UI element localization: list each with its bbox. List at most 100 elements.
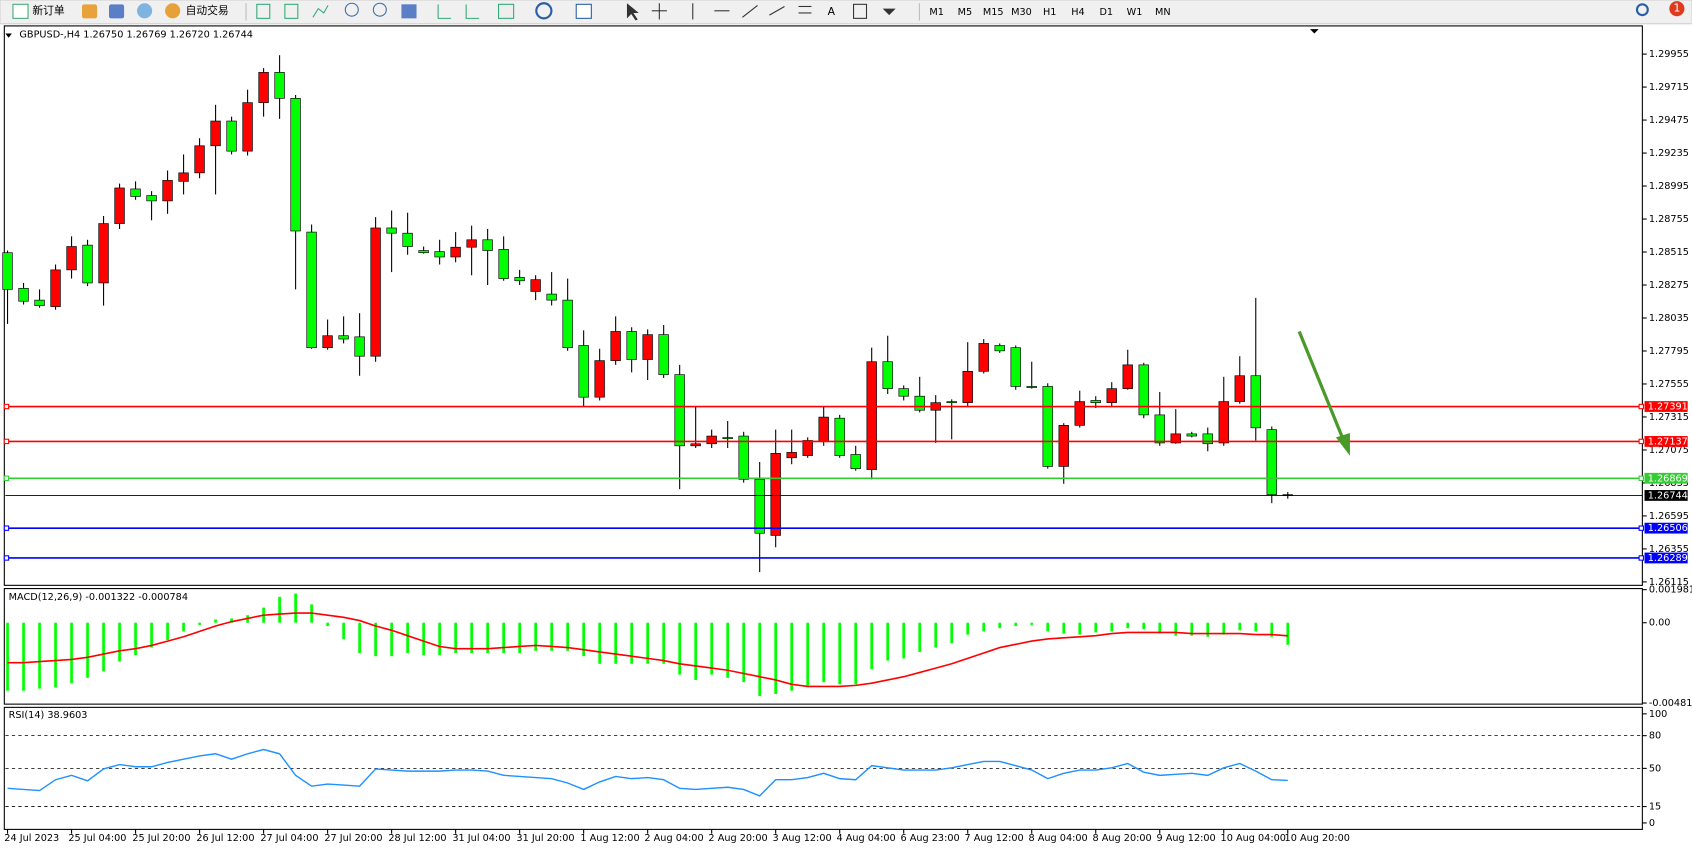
plot-area: GBPUSD-,H4 1.26750 1.26769 1.26720 1.267… [2,30,1692,844]
y-tick-label: -0.00481 [1649,698,1692,709]
candle-body [1122,364,1133,389]
candle-body [1074,401,1085,426]
auto-trade-icon[interactable] [165,3,181,19]
y-tick-label: 80 [1649,731,1661,742]
timeframe-button[interactable]: M30 [1011,7,1032,18]
candle-body [50,269,61,307]
level-label-bg [1644,472,1688,484]
level-handle [3,525,10,531]
templates-icon[interactable] [575,3,592,19]
timeframe-button[interactable]: H4 [1071,7,1084,18]
tile-icon[interactable] [401,4,417,19]
line-chart-icon[interactable] [312,5,329,18]
level-handle [3,438,10,445]
level-handle [3,403,10,410]
level-handle [3,555,10,561]
candle-body [146,195,157,202]
x-tick-label: 2 Aug 20:00 [708,833,767,844]
zoom-in-icon[interactable] [344,2,359,17]
scroll-icon[interactable] [437,4,452,19]
candle-body [162,180,173,202]
x-tick-label: 25 Jul 04:00 [68,833,126,844]
channel-icon[interactable] [769,6,785,16]
y-tick-label: 1.28515 [1649,247,1689,258]
zoom-out-icon[interactable] [372,2,387,17]
cursor-icon[interactable] [626,3,639,21]
x-tick-label: 1 Aug 12:00 [580,833,639,844]
x-tick-label: 2 Aug 04:00 [644,833,703,844]
timeframe-button[interactable]: W1 [1127,7,1143,18]
panel-title: RSI(14) 38.9603 [9,710,88,721]
tool-icon[interactable] [108,4,125,19]
tool-icon[interactable] [137,3,153,19]
candle-body [450,246,461,258]
candle-body [306,231,317,349]
candle-body [370,227,381,357]
x-tick-label: 3 Aug 12:00 [772,833,831,844]
candle-body [2,252,13,290]
periods-icon[interactable] [535,2,553,20]
panel-title: MACD(12,26,9) -0.001322 -0.000784 [9,592,188,603]
last-price-label: 1.26744 [1648,490,1688,501]
shift-icon[interactable] [465,4,480,19]
macd-panel-frame [3,588,1643,705]
level-label-bg [1644,436,1688,447]
level-handle [3,475,10,481]
auto-trade-button[interactable]: 自动交易 [186,4,229,17]
bar-chart-icon[interactable] [256,3,271,19]
trendline-icon[interactable] [742,4,758,18]
candle-body [290,98,301,232]
candle-body [242,102,253,152]
indicators-icon[interactable] [497,3,515,19]
timeframe-button[interactable]: H1 [1043,7,1056,18]
candle-body [802,440,813,456]
candle-body [210,120,221,147]
candle-body [418,250,429,254]
timeframe-button[interactable]: M15 [983,7,1004,18]
timeframe-button[interactable]: M1 [929,7,944,18]
y-tick-label: 0.001981 [1649,585,1692,596]
candle-body [402,232,413,247]
candle-body [1042,386,1053,467]
candle-body [738,435,749,480]
level-label-bg [1644,552,1688,564]
timeframe-button[interactable]: MN [1155,7,1171,18]
candle-body [562,299,573,349]
shift-marker [1310,29,1319,34]
timeframe-bar: M1 M5 M15 M30 H1 H4 D1 W1 MN [929,7,1170,18]
y-tick-label: 1.27795 [1649,346,1689,357]
tool-icon[interactable] [82,4,98,19]
timeframe-button[interactable]: D1 [1099,7,1113,18]
candle-body [114,187,125,224]
candle-body [1026,386,1037,388]
x-tick-label: 31 Jul 20:00 [516,833,574,844]
label-tool[interactable] [853,3,868,19]
candle-body [866,361,877,470]
candle-body [514,277,525,282]
candle-body [18,287,29,302]
arrows-tool[interactable] [882,8,896,16]
candle-chart-icon[interactable] [284,3,299,19]
candle-body [482,239,493,251]
alert-badge[interactable] [1669,1,1685,17]
x-tick-label: 8 Aug 20:00 [1093,833,1152,844]
arrow-shaft [1297,330,1347,444]
new-order-icon[interactable] [12,3,29,19]
level-label: 1.27137 [1648,436,1688,447]
candle-body [194,145,205,174]
last-price-bg [1644,490,1688,501]
y-tick-label: 1.26595 [1649,511,1689,522]
candle-body [1266,429,1277,495]
text-tool[interactable]: A [828,5,836,18]
timeframe-button[interactable]: M5 [958,7,973,18]
new-order-button[interactable]: 新订单 [32,4,65,17]
candle-body [386,227,397,234]
x-tick-label: 27 Jul 04:00 [260,833,318,844]
candle-body [1186,433,1197,437]
x-tick-label: 28 Jul 12:00 [388,833,446,844]
search-icon[interactable] [1635,3,1649,17]
candle-body [1218,401,1229,444]
x-tick-label: 6 Aug 23:00 [900,833,959,844]
y-tick-label: 1.28035 [1649,313,1689,324]
candle-body [642,334,653,360]
